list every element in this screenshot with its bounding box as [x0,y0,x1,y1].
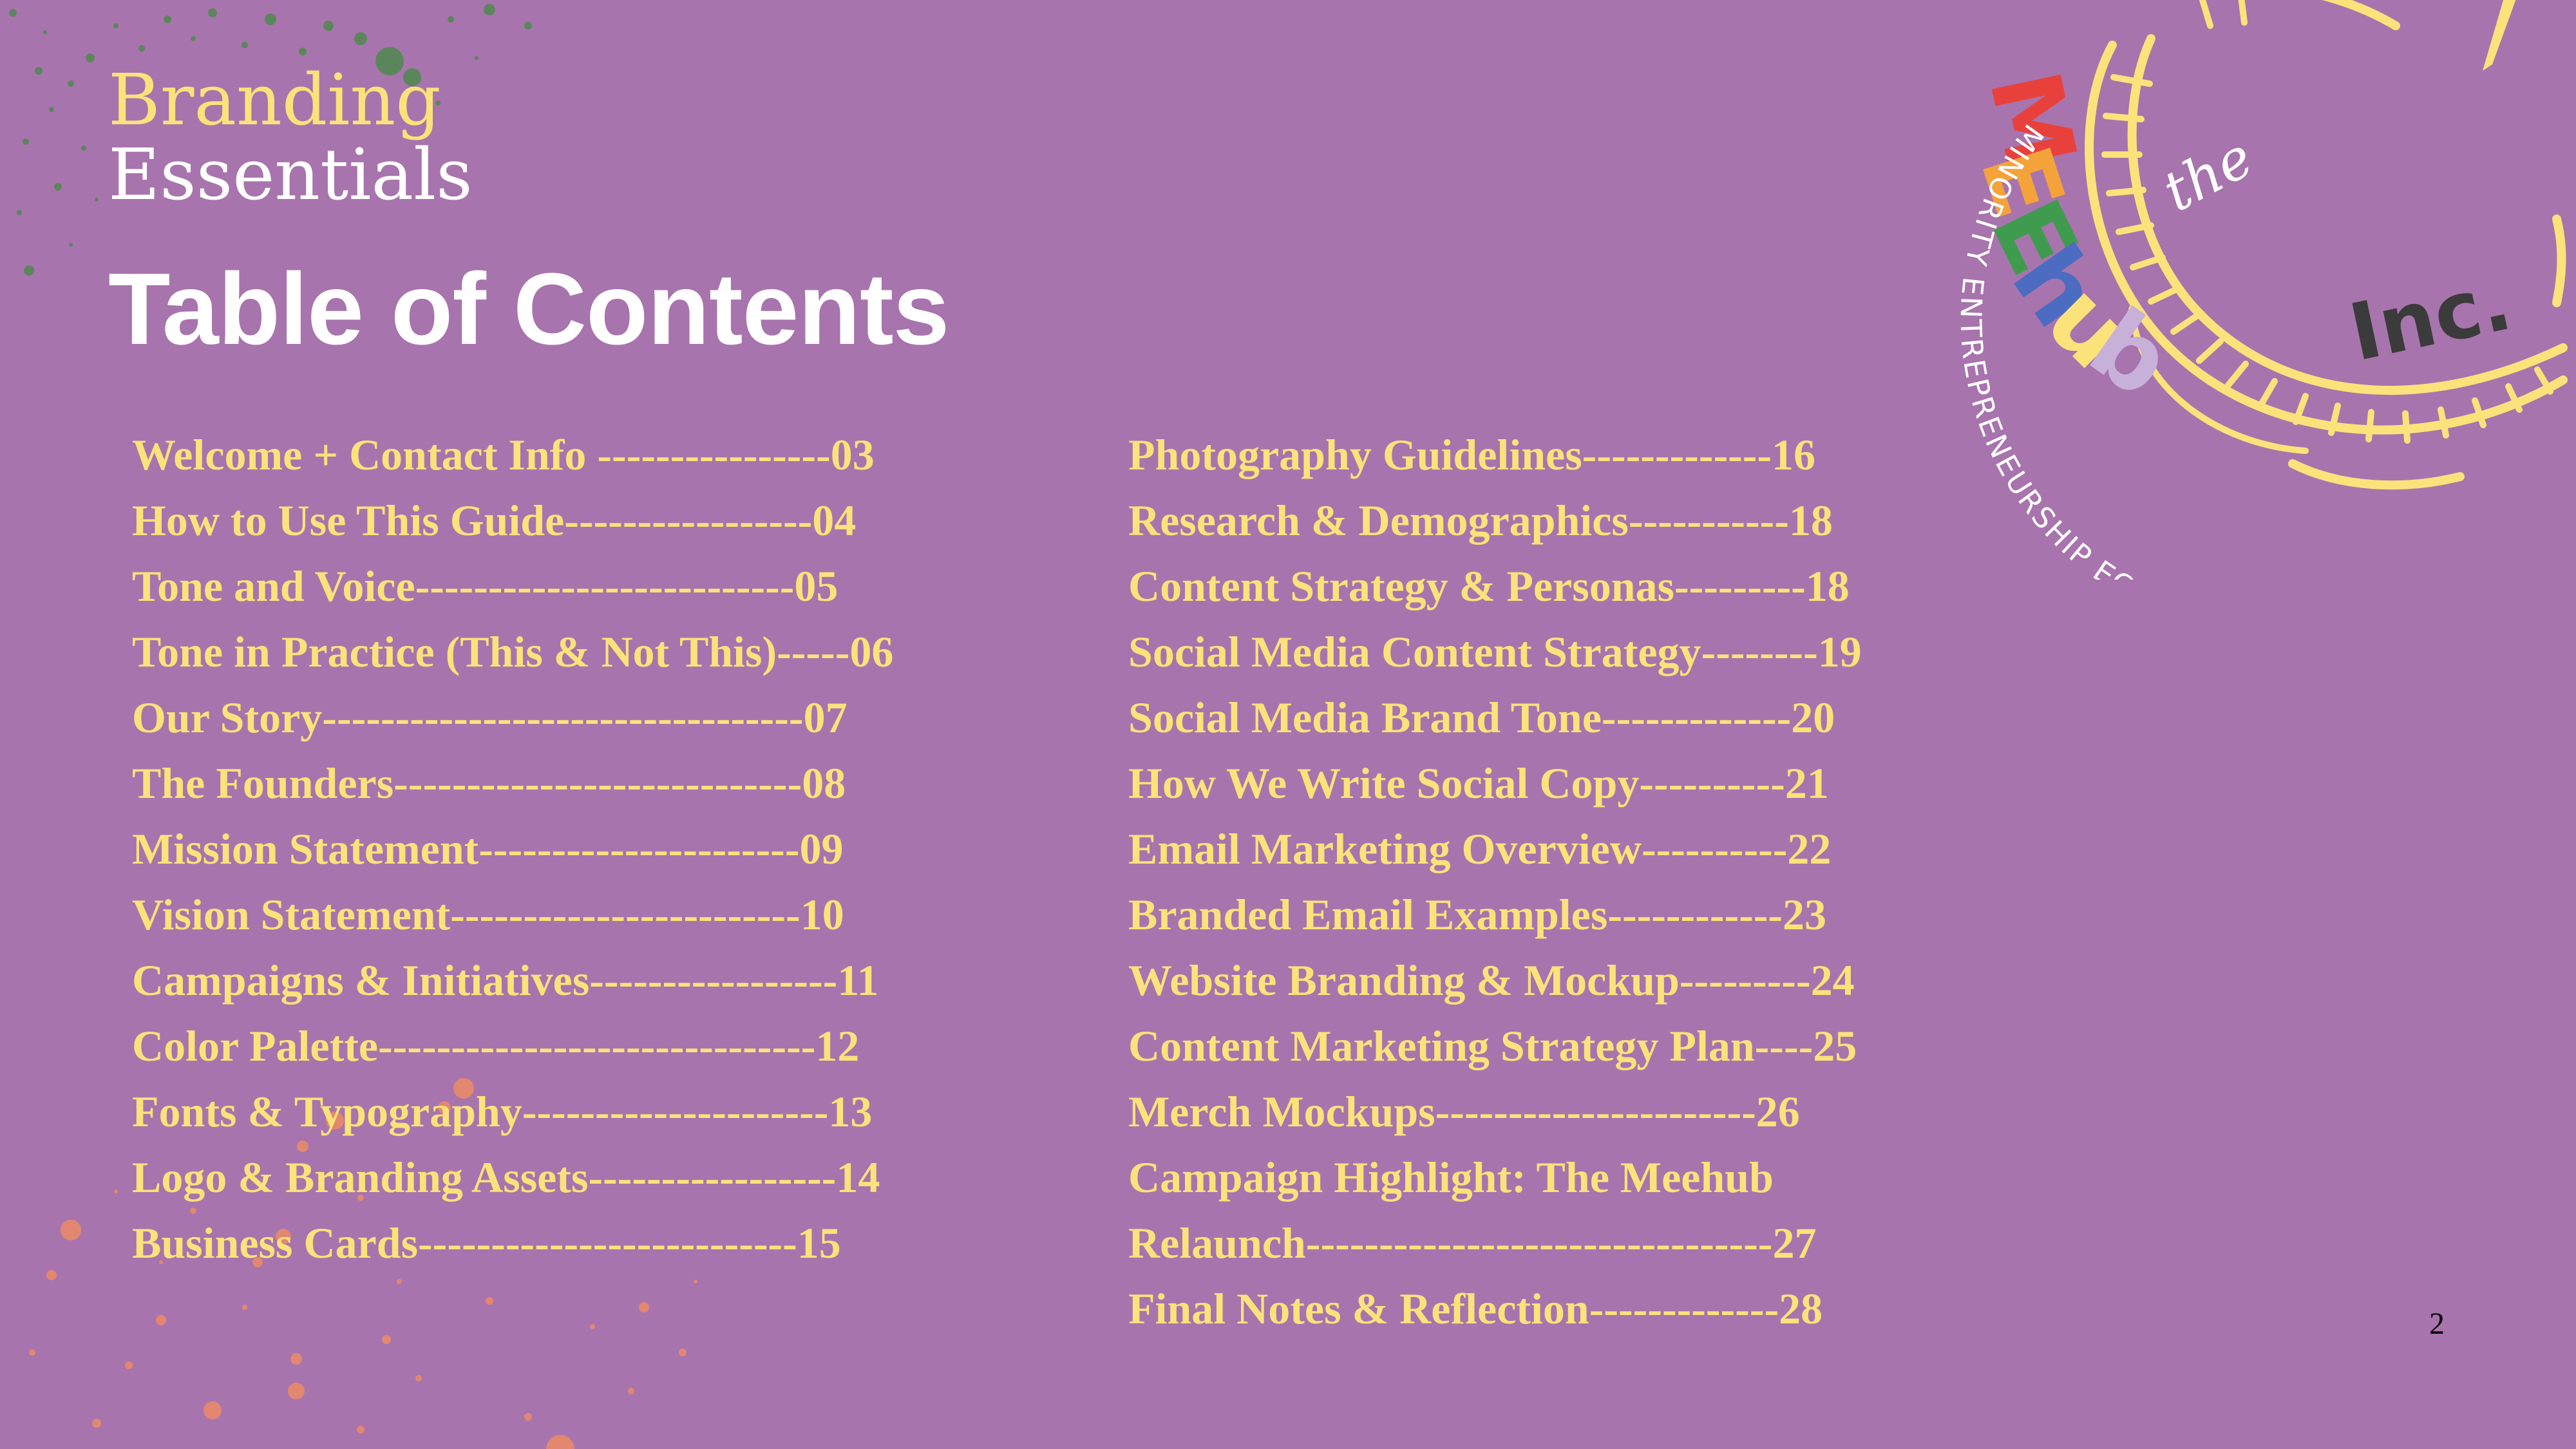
toc-item: Campaigns & Initiatives-----------------… [132,956,879,1005]
toc-item: Welcome + Contact Info ----------------0… [132,430,875,479]
toc-item: How We Write Social Copy----------21 [1128,759,1829,808]
toc-right-column: Photography Guidelines-------------16 Re… [1128,422,1862,1341]
brand-line-branding: Branding [108,59,441,141]
logo-ring [2085,0,2568,490]
toc-item: Branded Email Examples------------23 [1128,890,1827,939]
toc-item: Fonts & Typography---------------------1… [132,1087,873,1136]
logo-inner-swoosh [2128,306,2309,454]
toc-item: Social Media Brand Tone-------------20 [1128,693,1835,742]
toc-item: The Founders----------------------------… [132,759,846,808]
toc-item: Mission Statement----------------------0… [132,824,844,873]
meehub-logo: the M E E h u b Inc. MINORITY ENTREPRENE… [1954,0,2568,580]
orange-splatter [29,1078,697,1449]
logo-wordmark: M E E h u b [1958,62,2191,419]
toc-item: Research & Demographics-----------18 [1128,496,1833,545]
toc-item: Tone and Voice--------------------------… [132,562,838,611]
toc-item: Website Branding & Mockup---------24 [1128,956,1855,1005]
toc-item: Color Palette---------------------------… [132,1021,860,1070]
logo-inc: Inc. [2342,256,2519,379]
page-title: Table of Contents [108,252,949,366]
brand-heading: Branding Essentials [108,64,473,210]
page-number: 2 [2429,1307,2445,1341]
toc-item: Merch Mockups----------------------26 [1128,1087,1800,1136]
toc-item: How to Use This Guide-----------------04 [132,496,857,545]
toc-item: Business Cards--------------------------… [132,1218,841,1267]
toc-left-column: Welcome + Contact Info ----------------0… [132,422,893,1276]
toc-item: Final Notes & Reflection-------------28 [1128,1284,1823,1333]
logo-ring-hatching [2101,0,2553,444]
logo-letter-m: M [1967,62,2097,179]
toc-item: Social Media Content Strategy--------19 [1128,627,1862,676]
green-splatter [9,4,532,276]
brand-line-essentials: Essentials [108,133,473,216]
toc-item: Content Marketing Strategy Plan----25 [1128,1021,1857,1070]
toc-item: Content Strategy & Personas---------18 [1128,562,1850,611]
logo-the: the [2153,125,2263,224]
toc-item: Our Story-------------------------------… [132,693,848,742]
toc-item: Tone in Practice (This & Not This)-----0… [132,627,894,676]
toc-item: Relaunch--------------------------------… [1128,1218,1817,1267]
toc-item: Vision Statement------------------------… [132,890,844,939]
toc-item: Email Marketing Overview----------22 [1128,824,1832,873]
logo-spark-mark [2483,0,2516,71]
toc-item: Campaign Highlight: The Meehub [1128,1153,1774,1202]
toc-item: Logo & Branding Assets-----------------1… [132,1153,880,1202]
toc-item: Photography Guidelines-------------16 [1128,430,1816,479]
